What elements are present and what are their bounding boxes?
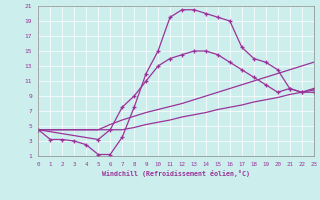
X-axis label: Windchill (Refroidissement éolien,°C): Windchill (Refroidissement éolien,°C) xyxy=(102,170,250,177)
